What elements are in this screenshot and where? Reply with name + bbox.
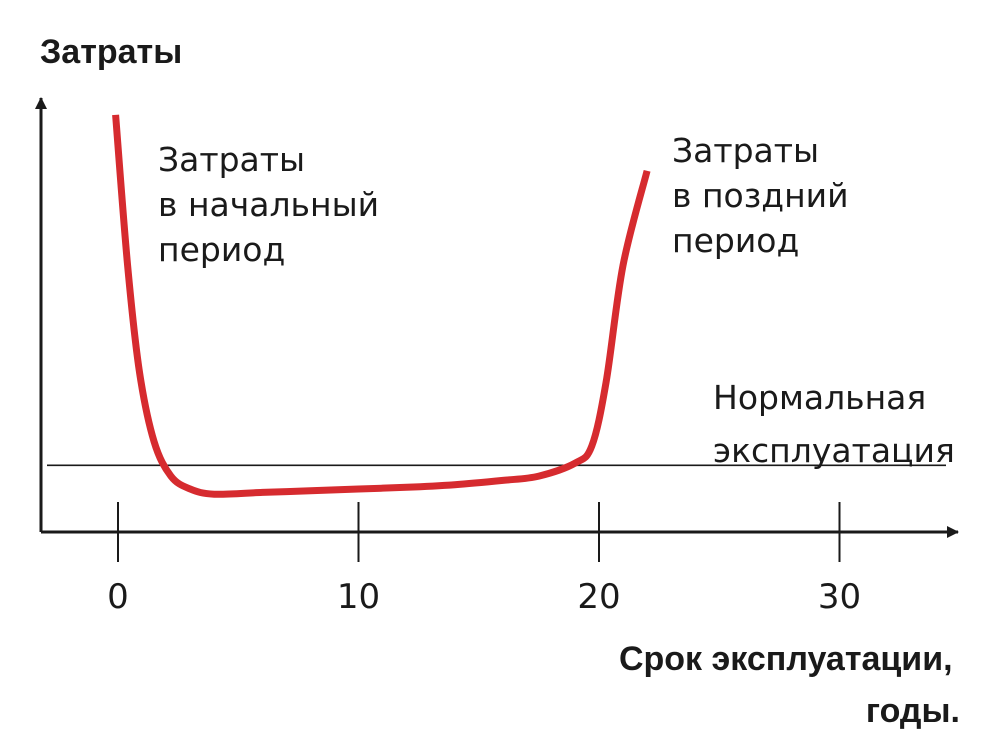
y-axis-title: Затраты (40, 33, 182, 71)
x-axis-title-line-2: годы. (866, 692, 960, 730)
x-axis-title: Срок эксплуатации, годы. (619, 640, 962, 730)
late-period-line-1: Затраты (672, 131, 819, 170)
early-period-annotation: Затраты в начальный период (158, 140, 390, 269)
x-tick-label-30: 30 (818, 577, 861, 617)
late-period-line-3: период (672, 221, 799, 260)
late-period-annotation: Затраты в поздний период (672, 131, 859, 260)
early-period-line-1: Затраты (158, 140, 305, 179)
early-period-line-2: в начальный (158, 185, 379, 224)
normal-operation-label-line-2: эксплуатация (713, 431, 955, 470)
x-tick-label-20: 20 (577, 577, 620, 617)
normal-operation-label: Нормальная эксплуатация (713, 378, 955, 470)
cost-series-line (112, 114, 651, 498)
early-period-line-3: период (158, 230, 285, 269)
x-tick-label-0: 0 (107, 577, 129, 617)
x-axis-ticks: 0 10 20 30 (107, 502, 861, 617)
x-axis-title-line-1: Срок эксплуатации, (619, 640, 953, 678)
normal-operation-label-line-1: Нормальная (713, 378, 926, 417)
x-tick-label-10: 10 (337, 577, 380, 617)
late-period-line-2: в поздний (672, 176, 849, 215)
